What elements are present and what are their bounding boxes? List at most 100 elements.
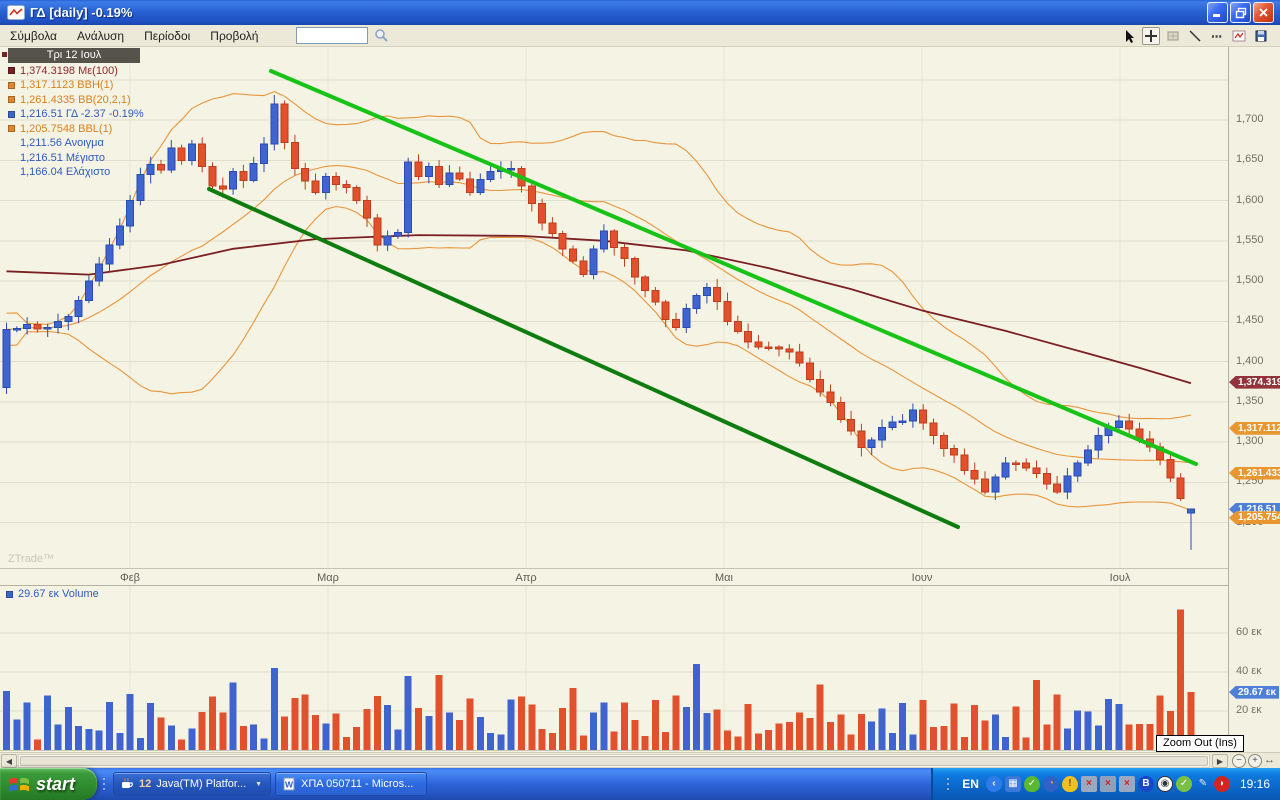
hidden-icons-chevron[interactable]: ‹ xyxy=(985,776,1002,792)
price-tick: 1,700 xyxy=(1236,113,1264,125)
crosshair-plus-icon[interactable] xyxy=(1142,26,1160,45)
window-title: ΓΔ [daily] -0.19% xyxy=(30,5,133,20)
scrollbar-thumb[interactable] xyxy=(20,756,1208,766)
volume-tick: 20 εκ xyxy=(1236,704,1262,716)
taskbar: start 12 Java(TM) Platfor... ▼ W ΧΠΑ 050711 … xyxy=(0,768,1280,800)
minimize-button[interactable] xyxy=(1207,2,1228,23)
close-icon xyxy=(1259,8,1268,17)
legend-row: 1,211.56 Ανοιγμα xyxy=(20,137,104,149)
chart-area: Φεβ Μαρ Απρ Μαι Ιουν Ιουλ Τρι 12 Ιουλ 1,374.3… xyxy=(0,47,1280,752)
h-scrollbar: ◀ ▶ − + ↔ xyxy=(0,752,1280,768)
bluetooth-icon[interactable]: B xyxy=(1137,776,1154,792)
start-button[interactable]: start xyxy=(0,768,98,800)
dotted-line-icon[interactable] xyxy=(1208,27,1226,45)
legend-row: 1,261.4335 BB(20,2,1) xyxy=(8,93,144,107)
menu-items: Σύμβολα Ανάλυση Περίοδοι Προβολή xyxy=(0,26,268,46)
month-label: Ιουλ xyxy=(1110,572,1131,584)
month-label: Ιουν xyxy=(912,572,933,584)
group-dropdown-icon[interactable]: ▼ xyxy=(255,780,263,788)
price-tick: 1,500 xyxy=(1236,274,1264,286)
zoom-in-button[interactable]: + xyxy=(1248,754,1262,768)
volume-bullet xyxy=(6,590,13,598)
legend-bullet xyxy=(8,96,15,103)
panda-icon[interactable]: ◉ xyxy=(1156,776,1173,792)
chart-toolbar xyxy=(1120,26,1280,45)
restore-button[interactable] xyxy=(1230,2,1251,23)
language-indicator[interactable]: EN xyxy=(962,777,979,791)
title-bar[interactable]: ΓΔ [daily] -0.19% xyxy=(0,0,1280,25)
menu-item-4[interactable]: Προβολή xyxy=(210,28,259,43)
legend-row: 1,216.51 Μέγιστο xyxy=(20,151,105,164)
legend-bullet xyxy=(8,81,15,89)
month-label: Μαι xyxy=(715,572,734,584)
volume-legend: 29.67 εκ Volume xyxy=(6,588,99,600)
resize-range-handle[interactable]: ↔ xyxy=(1264,754,1275,766)
menu-bar: Σύμβολα Ανάλυση Περίοδοι Προβολή xyxy=(0,25,1280,47)
taskbar-clock: 19:16 xyxy=(1239,777,1270,791)
certificate-icon[interactable]: ✓ xyxy=(1175,776,1192,792)
zoom-out-button[interactable]: − xyxy=(1232,754,1246,768)
system-tray: EN ‹ ▦ ✓ ◔! × × × B ◉ ✓ ✎ ◗ 19:16 xyxy=(931,768,1280,800)
volume-tag: 29.67 εκ xyxy=(1229,685,1280,699)
tray-grip xyxy=(944,773,952,795)
close-button[interactable] xyxy=(1253,2,1274,23)
scrollbar-track[interactable] xyxy=(18,754,1210,768)
price-tag: 1,261.433 xyxy=(1229,466,1280,480)
svg-text:W: W xyxy=(285,780,294,790)
tooltip-zoom-out: Zoom Out (Ins) xyxy=(1156,735,1244,752)
volume-tick: 60 εκ xyxy=(1236,626,1262,638)
panel-marker xyxy=(2,52,7,57)
minimize-icon xyxy=(1213,14,1220,17)
scroll-right-button[interactable]: ▶ xyxy=(1212,754,1228,768)
legend-bullet xyxy=(8,110,15,118)
month-label: Φεβ xyxy=(120,572,140,584)
search-icon[interactable] xyxy=(374,28,389,43)
network-error-icon[interactable]: × xyxy=(1080,776,1097,792)
price-tick: 1,650 xyxy=(1236,153,1264,166)
word-icon: W xyxy=(283,777,295,791)
save-icon[interactable] xyxy=(1252,27,1270,45)
menu-item-1[interactable]: Σύμβολα xyxy=(10,28,57,43)
symbol-search-input[interactable] xyxy=(296,27,369,44)
task-button-2[interactable]: W ΧΠΑ 050711 - Micros... xyxy=(275,772,428,796)
legend-row: 1,317.1123 BBH(1) xyxy=(8,78,144,92)
legend-bullet xyxy=(8,67,15,74)
price-axis: 1,700 1,650 1,600 1,550 1,500 1,450 1,400 1,350… xyxy=(1228,47,1280,752)
menu-item-2[interactable]: Ανάλυση xyxy=(77,28,125,43)
chart-canvas[interactable]: Φεβ Μαρ Απρ Μαι Ιουν Ιουλ xyxy=(0,47,1228,752)
legend-row: 1,216.51 ΓΔ -2.37 -0.19% xyxy=(8,107,144,121)
wireless-error-icon[interactable]: × xyxy=(1099,776,1116,792)
indicator-chart-icon[interactable] xyxy=(1230,27,1248,45)
app-icon xyxy=(7,5,25,20)
price-tag: 1,317.112 xyxy=(1229,421,1280,435)
price-tag: 1,205.754 xyxy=(1229,511,1280,525)
month-label: Απρ xyxy=(515,572,536,584)
windows-logo-icon xyxy=(9,777,29,792)
pointer-tool-icon[interactable] xyxy=(1120,27,1138,45)
legend-bullet xyxy=(8,125,15,132)
price-tick: 1,400 xyxy=(1236,354,1264,367)
scroll-left-button[interactable]: ◀ xyxy=(1,754,17,768)
volume-tick: 40 εκ xyxy=(1236,665,1262,677)
taskbar-grip xyxy=(100,773,108,795)
lan-error-icon[interactable]: × xyxy=(1118,776,1135,792)
legend-row: 1,166.04 Ελάχιστο xyxy=(20,166,111,178)
stylus-icon[interactable]: ✎ xyxy=(1198,778,1208,789)
antivirus-icon[interactable]: ◗ xyxy=(1213,776,1230,792)
package-icon[interactable]: ▦ xyxy=(1004,776,1021,792)
alert-shield-icon[interactable]: ! xyxy=(1061,776,1078,792)
shield-check-icon[interactable]: ✓ xyxy=(1023,776,1040,792)
restore-icon xyxy=(1235,7,1246,18)
globe-clock-icon[interactable]: ◔ xyxy=(1042,776,1059,792)
price-tag: 1,374.319 xyxy=(1229,375,1280,389)
indicator-legend: Τρι 12 Ιουλ 1,374.3198 Με(100) 1,317.1123… xyxy=(2,48,144,179)
menu-item-3[interactable]: Περίοδοι xyxy=(144,28,191,43)
trendline-tool-icon[interactable] xyxy=(1186,27,1204,45)
grid-box-icon[interactable] xyxy=(1164,27,1182,45)
month-label: Μαρ xyxy=(317,572,339,584)
task-button-1[interactable]: 12 Java(TM) Platfor... ▼ xyxy=(113,772,272,796)
price-tick: 1,350 xyxy=(1236,394,1264,407)
watermark: ZTrade™ xyxy=(8,553,55,565)
legend-row: 1,374.3198 Με(100) xyxy=(8,64,144,78)
